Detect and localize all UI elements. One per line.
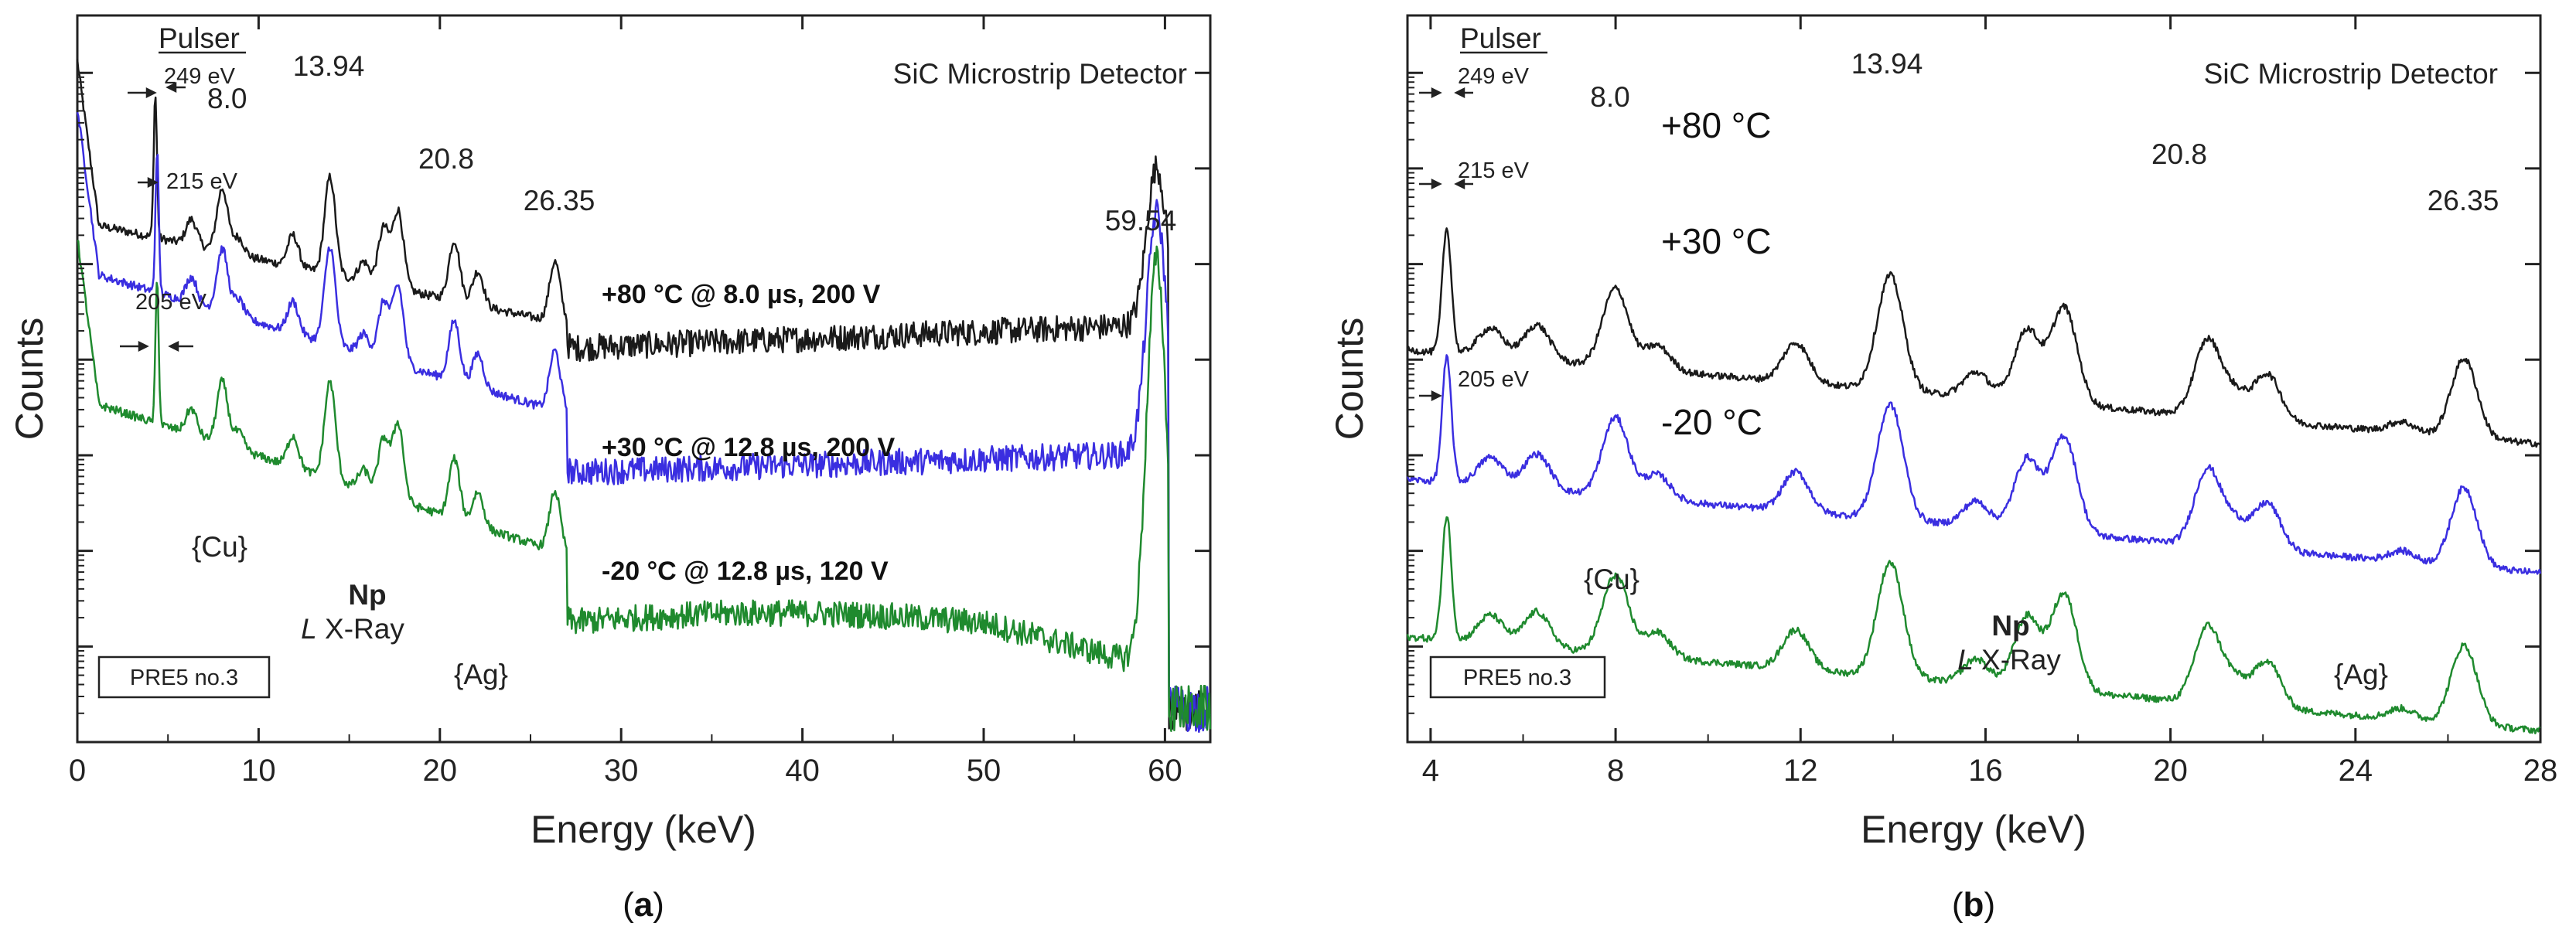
panel-b-series-label-30: +30 °C (1661, 221, 1771, 261)
series-line-bot (77, 240, 1212, 732)
x-tick-label: 24 (2339, 754, 2373, 788)
panel-b-axes: 4 8 12 16 20 24 28 (1407, 15, 2557, 788)
x-tick-label: 16 (1968, 754, 2003, 788)
x-tick-label: 30 (604, 754, 639, 788)
series-line-mid (76, 111, 1211, 734)
panel-b-sample-label: PRE5 no.3 (1463, 666, 1571, 690)
panel-b-series-label-m20: -20 °C (1661, 402, 1762, 442)
x-tick-label: 20 (423, 754, 458, 788)
x-tick-label: 50 (967, 754, 1001, 788)
panel-a-caption-letter: a (634, 886, 653, 924)
panel-a-width-arrows (120, 81, 193, 352)
x-tick-label: 60 (1148, 754, 1182, 788)
panel-b-pulser-width-top: 249 eV (1458, 64, 1530, 89)
panel-b-peak-26.35: 26.35 (2428, 185, 2499, 216)
series-line-mid (1406, 354, 2542, 575)
panel-a-title: SiC Microstrip Detector (893, 58, 1187, 90)
x-tick-label: 40 (785, 754, 820, 788)
panel-b-title: SiC Microstrip Detector (2204, 58, 2498, 90)
panel-a-sample-label: PRE5 no.3 (130, 666, 238, 690)
x-tick-label: 10 (241, 754, 276, 788)
panel-b-ag-label: {Ag} (2334, 659, 2388, 690)
panel-a-caption: (a) (623, 886, 664, 924)
panel-a-peak-8.0: 8.0 (207, 83, 247, 114)
panel-b-xray-l: L (1957, 644, 1974, 676)
panel-a-xlabel: Energy (keV) (531, 808, 756, 851)
panel-b-width-arrows (1419, 87, 1473, 402)
panel-a-peak-20.8: 20.8 (418, 143, 474, 175)
panel-b-data (1406, 227, 2542, 734)
panel-a: 0 10 20 30 40 50 60 SiC Microstrip Detector Pu… (8, 14, 1212, 924)
series-mid (1406, 354, 2542, 575)
panel-a-pulser-width-mid: 215 eV (166, 169, 238, 194)
panel-a-cu-label: {Cu} (192, 531, 247, 563)
panel-b-caption-letter: b (1964, 886, 1984, 924)
x-tick-label: 8 (1607, 754, 1624, 788)
panel-b-caption: (b) (1952, 886, 1995, 924)
panel-a-ag-label: {Ag} (454, 659, 508, 690)
panel-b-peak-13.94: 13.94 (1851, 48, 1923, 80)
panel-b-ylabel: Counts (1328, 318, 1371, 440)
series-bot (1406, 516, 2541, 734)
x-tick-label: 0 (69, 754, 86, 788)
panel-a-series-label-30: +30 °C @ 12.8 µs, 200 V (602, 433, 896, 462)
series-top (1407, 227, 2542, 448)
panel-b-pulser-width-mid: 215 eV (1458, 158, 1530, 183)
panel-a-pulser-label: Pulser (159, 22, 240, 54)
panel-b-sample-box (1429, 655, 1606, 699)
panel-b-peak-8.0: 8.0 (1590, 81, 1629, 113)
panel-a-axes: 0 10 20 30 40 50 60 (69, 15, 1210, 788)
panel-a-peak-59.54: 59.54 (1105, 205, 1177, 237)
x-tick-label: 4 (1422, 754, 1439, 788)
panel-a-xray-label: L X-Ray (301, 613, 404, 645)
panel-a-np-label: Np (348, 579, 386, 611)
panel-b-xray-rest: X-Ray (1974, 644, 2062, 676)
panel-b-xlabel: Energy (keV) (1861, 808, 2086, 851)
series-bot (77, 240, 1212, 732)
panel-b-np-label: Np (1991, 610, 2029, 642)
x-tick-label: 28 (2523, 754, 2558, 788)
panel-b-frame (1406, 14, 2542, 744)
panel-a-ylabel: Counts (8, 318, 51, 440)
panel-b-pulser-label: Pulser (1460, 22, 1541, 54)
panel-a-xray-rest: X-Ray (317, 613, 405, 645)
panel-b-series-label-80: +80 °C (1661, 105, 1771, 145)
panel-a-sample-box (97, 655, 271, 699)
panel-a-series-label-80: +80 °C @ 8.0 µs, 200 V (602, 280, 881, 309)
panel-b-xray-label: L X-Ray (1957, 644, 2061, 676)
panel-b-peak-20.8: 20.8 (2151, 138, 2207, 170)
panel-a-peak-26.35: 26.35 (524, 185, 595, 216)
series-top (76, 59, 1212, 731)
panel-b-cu-label: {Cu} (1584, 564, 1639, 595)
panel-a-pulser-width-bot: 205 eV (135, 290, 207, 315)
series-line-top (1407, 227, 2542, 448)
series-mid (76, 111, 1211, 734)
panel-a-xray-l: L (301, 613, 317, 645)
panel-b-pulser-width-bot: 205 eV (1458, 367, 1530, 392)
series-line-bot (1406, 516, 2541, 734)
series-line-top (76, 59, 1212, 731)
panel-a-frame (76, 14, 1212, 744)
panel-a-series-label-m20: -20 °C @ 12.8 µs, 120 V (602, 557, 889, 586)
panel-b: 4 8 12 16 20 24 28 SiC Microstrip Detector Pul… (1328, 14, 2557, 924)
panel-a-data (76, 59, 1212, 734)
x-tick-label: 20 (2153, 754, 2188, 788)
panel-a-peak-13.94: 13.94 (293, 50, 365, 82)
x-tick-label: 12 (1783, 754, 1818, 788)
